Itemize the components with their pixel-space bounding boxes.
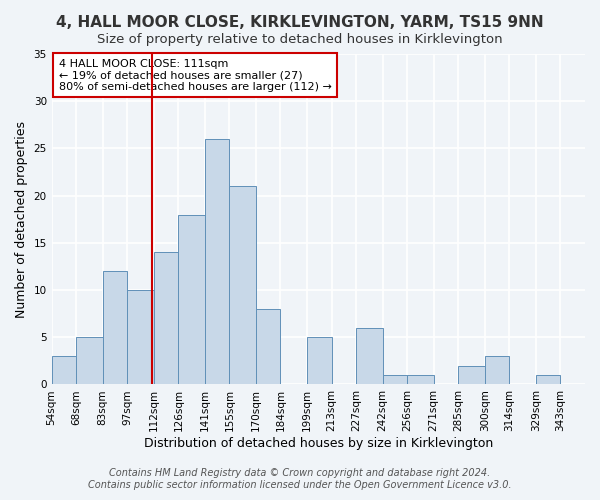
Bar	[356, 328, 383, 384]
Text: 4, HALL MOOR CLOSE, KIRKLEVINGTON, YARM, TS15 9NN: 4, HALL MOOR CLOSE, KIRKLEVINGTON, YARM,…	[56, 15, 544, 30]
Bar	[407, 375, 434, 384]
Bar	[178, 214, 205, 384]
Bar	[485, 356, 509, 384]
X-axis label: Distribution of detached houses by size in Kirklevington: Distribution of detached houses by size …	[144, 437, 493, 450]
Bar	[103, 271, 127, 384]
Bar	[383, 375, 407, 384]
Text: Size of property relative to detached houses in Kirklevington: Size of property relative to detached ho…	[97, 32, 503, 46]
Bar	[52, 356, 76, 384]
Bar	[307, 337, 332, 384]
Bar	[205, 139, 229, 384]
Bar	[154, 252, 178, 384]
Y-axis label: Number of detached properties: Number of detached properties	[15, 120, 28, 318]
Bar	[536, 375, 560, 384]
Text: Contains HM Land Registry data © Crown copyright and database right 2024.
Contai: Contains HM Land Registry data © Crown c…	[88, 468, 512, 490]
Bar	[458, 366, 485, 384]
Text: 4 HALL MOOR CLOSE: 111sqm
← 19% of detached houses are smaller (27)
80% of semi-: 4 HALL MOOR CLOSE: 111sqm ← 19% of detac…	[59, 58, 332, 92]
Bar	[256, 309, 280, 384]
Bar	[127, 290, 154, 384]
Bar	[76, 337, 103, 384]
Bar	[229, 186, 256, 384]
